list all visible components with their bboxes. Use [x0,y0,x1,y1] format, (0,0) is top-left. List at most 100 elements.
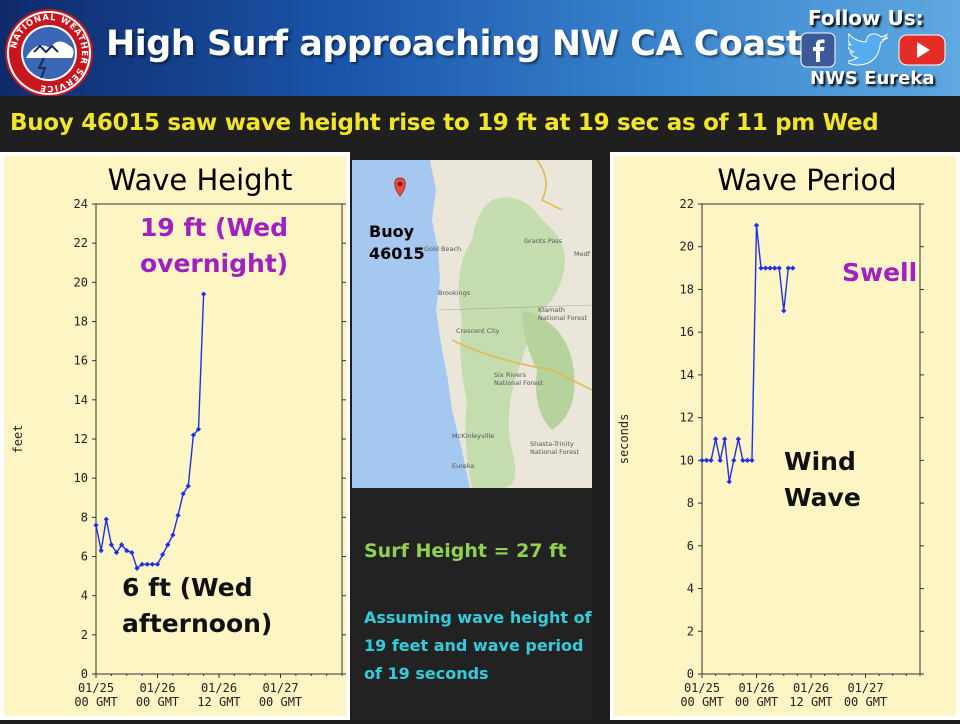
y-tick-label: 20 [680,240,694,254]
map-place-label: Grants Pass [524,237,563,245]
map-place-label: Medf [574,250,591,258]
x-tick-label: 01/26 [139,681,175,695]
data-point [726,479,732,485]
plot-area [95,203,343,675]
follow-label: Follow Us: [808,6,924,30]
y-tick-label: 10 [74,471,88,485]
y-tick-label: 6 [687,539,694,553]
data-point [175,512,181,518]
y-tick-label: 22 [680,197,694,211]
x-tick-label: 01/25 [684,681,720,695]
data-point [129,549,135,556]
y-tick-label: 0 [687,667,694,681]
buoy-location-map: Buoy 46015 Gold Beach Grants Pass Medf Broo… [352,160,592,488]
headline-subtitle: Buoy 46015 saw wave height rise to 19 ft… [10,110,879,136]
data-point [98,548,104,554]
data-point [144,561,150,567]
data-point [134,565,140,571]
x-tick-label: 01/27 [847,681,883,695]
x-tick-label: 00 GMT [259,695,302,709]
data-point [154,561,161,567]
data-point [190,432,196,438]
x-tick-label: 00 GMT [136,695,179,709]
x-tick-label: 00 GMT [680,695,723,709]
map-place-label: Six Rivers National Forest [494,371,544,387]
data-point [149,561,155,567]
youtube-icon[interactable] [898,32,946,68]
surf-info-box [352,488,592,720]
y-tick-label: 6 [81,550,88,564]
y-tick-label: 18 [680,282,694,296]
map-place-label: Brookings [438,289,471,297]
data-point [108,542,114,548]
y-tick-label: 16 [74,354,88,368]
data-point [781,308,787,314]
map-place-label: Klamath National Forest [538,306,588,322]
map-place-label: Shasta-Trinity National Forest [530,440,580,456]
y-tick-label: 2 [687,624,694,638]
office-label: NWS Eureka [810,68,935,89]
y-axis-label: seconds [617,414,631,465]
y-axis-label: feet [11,425,25,454]
data-point [170,532,176,538]
data-point [740,457,746,463]
subtitle-bar [0,96,960,152]
twitter-icon[interactable] [848,32,890,68]
annotation-low: 6 ft (Wed afternoon) [122,573,272,638]
data-point [195,426,202,432]
y-tick-label: 10 [680,453,694,467]
y-tick-label: 22 [74,236,88,250]
data-point [185,483,191,489]
chart-title: Wave Period [717,163,896,197]
page-title: High Surf approaching NW CA Coast [106,24,803,64]
map-place-label: Gold Beach [424,245,461,253]
x-tick-label: 01/25 [78,681,114,695]
y-tick-label: 4 [81,589,88,603]
y-tick-label: 24 [74,197,88,211]
nws-logo: NATIONAL WEATHER SERVICE [5,9,93,97]
y-tick-label: 14 [74,393,88,407]
y-tick-label: 12 [74,432,88,446]
y-tick-label: 12 [680,411,694,425]
data-point [180,491,186,497]
x-tick-label: 00 GMT [735,695,778,709]
x-tick-label: 00 GMT [844,695,887,709]
y-tick-label: 8 [687,496,694,510]
y-tick-label: 0 [81,667,88,681]
data-point [124,548,130,554]
surf-height-text: Surf Height = 27 ft [364,540,567,562]
wave-height-panel: 0 2 4 6 8 10 12 14 16 18 20 22 24 01/25 00 GMT 01/26 00 … [0,152,350,720]
x-tick-label: 12 GMT [197,695,240,709]
buoy-marker-icon [394,177,406,197]
swell-label: Swell [842,258,917,287]
facebook-icon[interactable] [800,32,836,68]
y-tick-label: 8 [81,510,88,524]
data-point [113,549,120,556]
x-tick-label: 01/26 [793,681,829,695]
y-tick-label: 2 [81,628,88,642]
x-tick-label: 01/27 [262,681,298,695]
data-point [713,436,719,442]
x-tick-label: 01/26 [738,681,774,695]
map-place-label: McKinleyville [452,432,494,440]
data-point [93,522,99,528]
wind-wave-label: Wind Wave [784,447,861,512]
map-place-label: Eureka [452,462,474,470]
assumption-text: Assuming wave height of 19 feet and wave… [364,608,592,683]
data-point [165,542,171,548]
y-tick-label: 16 [680,325,694,339]
chart-title: Wave Height [108,163,293,197]
map-place-label: Crescent City [456,327,500,335]
y-tick-label: 18 [74,315,88,329]
x-tick-label: 00 GMT [74,695,117,709]
y-tick-label: 4 [687,582,694,596]
y-tick-label: 20 [74,275,88,289]
buoy-label: Buoy 46015 [369,222,425,263]
x-tick-label: 12 GMT [789,695,832,709]
header-banner [0,0,960,96]
data-point [119,542,125,548]
data-point [699,457,705,463]
x-tick-label: 01/26 [201,681,237,695]
